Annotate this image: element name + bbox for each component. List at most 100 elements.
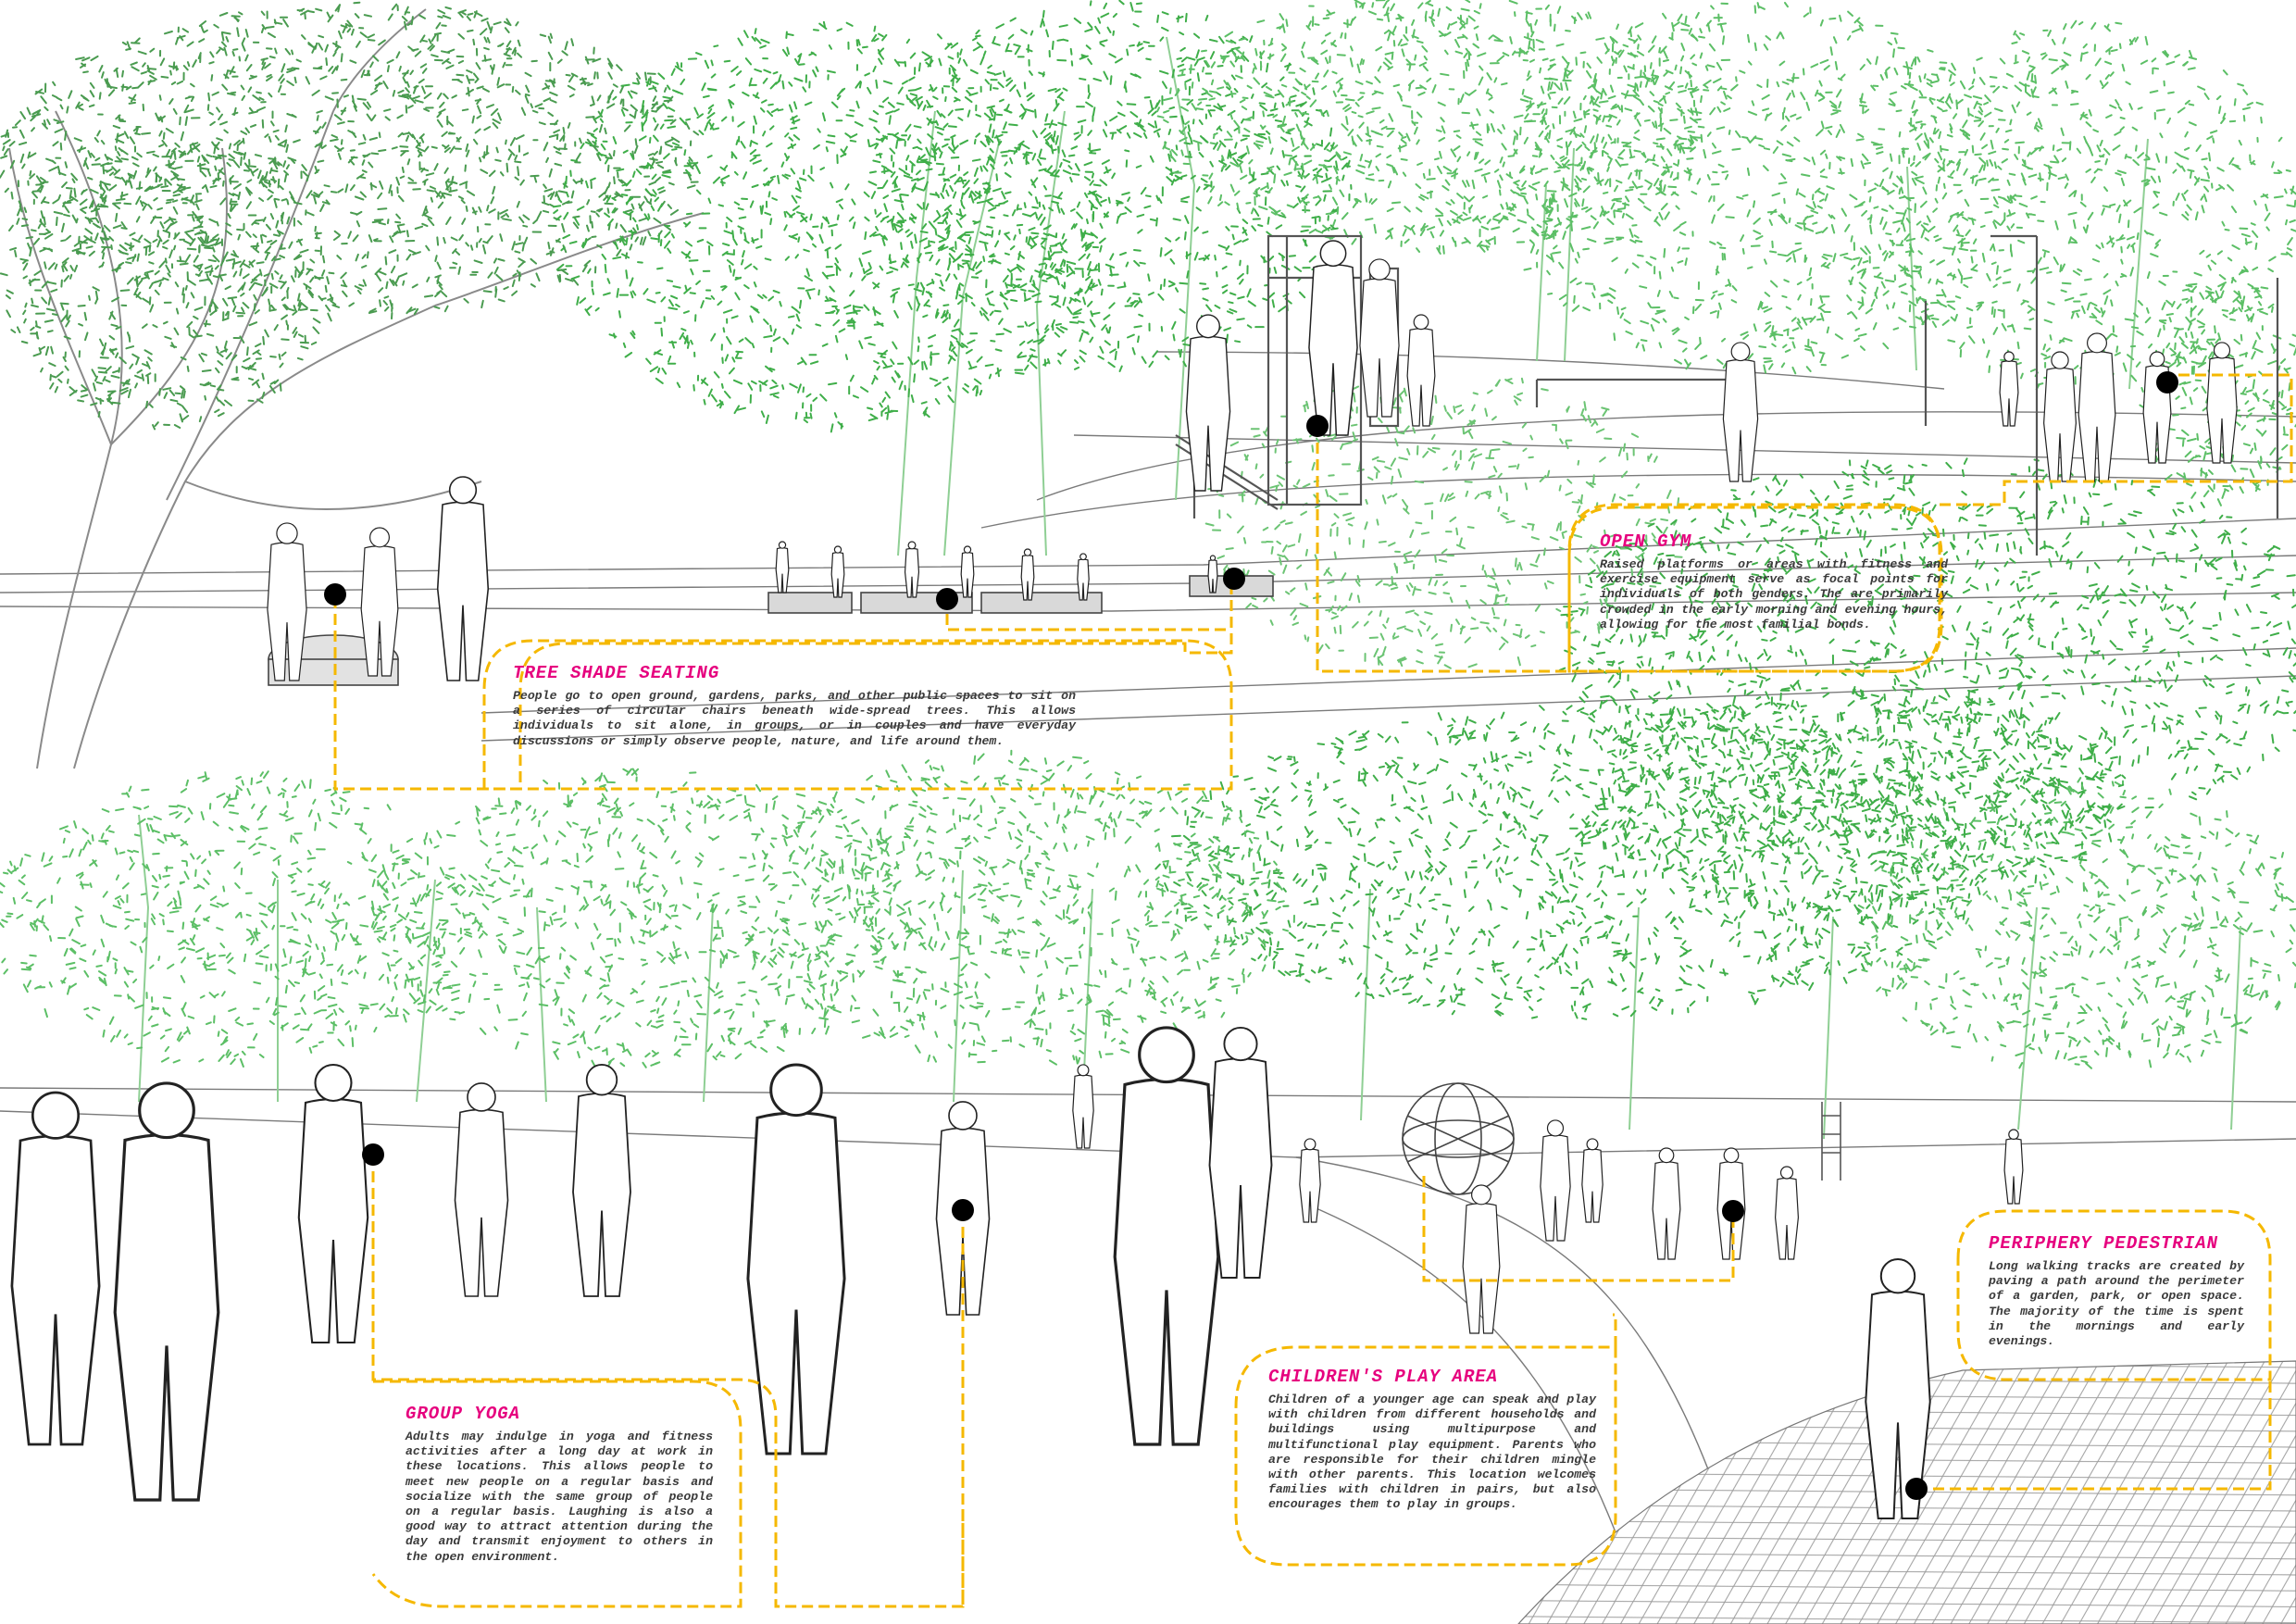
leaf-mark <box>944 95 947 103</box>
leaf-mark <box>852 221 856 230</box>
leaf-mark <box>731 230 735 239</box>
leaf-mark <box>224 285 231 291</box>
leaf-mark <box>466 190 476 196</box>
leaf-mark <box>671 148 678 151</box>
leaf-mark <box>1159 247 1163 257</box>
leaf-mark <box>1228 301 1234 305</box>
leaf-mark <box>611 206 617 214</box>
leaf-mark <box>1316 229 1324 234</box>
leaf-mark <box>170 81 177 85</box>
leaf-mark <box>1126 296 1131 303</box>
leaf-mark <box>69 386 77 394</box>
leaf-mark <box>162 320 168 325</box>
leaf-mark <box>463 297 469 304</box>
leaf-mark <box>229 66 235 75</box>
leaf-mark <box>667 125 677 129</box>
leaf-mark <box>760 410 766 418</box>
leaf-mark <box>620 194 629 196</box>
leaf-mark <box>703 94 710 98</box>
leaf-mark <box>1654 120 1658 130</box>
leaf-mark <box>297 302 303 311</box>
leaf-mark <box>1604 48 1610 55</box>
leaf-mark <box>1186 99 1193 106</box>
leaf-mark <box>1234 142 1238 149</box>
leaf-mark <box>1183 231 1187 241</box>
leaf-mark <box>1391 25 1397 33</box>
leaf-mark <box>1191 103 1197 111</box>
leaf-mark <box>917 257 920 264</box>
leaf-mark <box>150 215 156 224</box>
leaf-mark <box>917 62 921 72</box>
leaf-mark <box>951 328 961 332</box>
leaf-mark <box>279 247 286 250</box>
leaf-mark <box>794 187 802 193</box>
leaf-mark <box>193 315 199 320</box>
leaf-mark <box>434 255 438 262</box>
leaf-mark <box>399 175 406 180</box>
leaf-mark <box>130 61 138 66</box>
leaf-mark <box>1016 89 1021 98</box>
leaf-mark <box>1315 198 1322 206</box>
leaf-mark <box>1152 350 1159 358</box>
leaf-mark <box>1262 110 1266 118</box>
leaf-mark <box>224 399 232 406</box>
leaf-mark <box>87 177 94 181</box>
leaf-mark <box>1133 259 1141 267</box>
leaf-mark <box>923 181 929 191</box>
leaf-mark <box>985 290 994 296</box>
leaf-mark <box>922 104 927 111</box>
leaf-mark <box>1402 104 1412 108</box>
leaf-mark <box>104 154 109 161</box>
leaf-mark <box>924 251 933 255</box>
leaf-mark <box>281 314 288 320</box>
leaf-mark <box>976 42 984 49</box>
leaf-mark <box>61 181 68 188</box>
leaf-mark <box>43 246 53 251</box>
leaf-mark <box>1387 0 1391 2</box>
leaf-mark <box>120 389 129 395</box>
leaf-mark <box>293 201 303 206</box>
leaf-mark <box>1278 306 1287 313</box>
leaf-mark <box>444 6 452 10</box>
leaf-mark <box>777 108 784 112</box>
leaf-mark <box>406 306 413 315</box>
leaf-mark <box>655 292 661 294</box>
leaf-mark <box>515 242 524 245</box>
leaf-mark <box>1242 54 1250 62</box>
leaf-mark <box>1217 244 1227 249</box>
leaf-mark <box>612 95 618 101</box>
leaf-mark <box>137 81 144 89</box>
leaf-mark <box>1118 365 1123 372</box>
leaf-mark <box>417 147 426 153</box>
leaf-mark <box>1496 55 1505 63</box>
leaf-mark <box>337 188 344 194</box>
leaf-mark <box>893 108 900 113</box>
leaf-mark <box>1083 161 1093 167</box>
leaf-mark <box>1332 90 1337 97</box>
leaf-mark <box>435 21 442 30</box>
leaf-mark <box>1677 84 1684 88</box>
leaf-mark <box>1491 218 1502 222</box>
leaf-mark <box>103 224 111 232</box>
leaf-mark <box>921 51 930 57</box>
leaf-mark <box>1616 23 1619 31</box>
leaf-mark <box>330 191 338 194</box>
leaf-mark <box>1253 192 1261 197</box>
leaf-mark <box>429 185 436 190</box>
leaf-mark <box>644 71 647 81</box>
leaf-mark <box>654 351 664 356</box>
leaf-mark <box>1637 44 1640 50</box>
leaf-mark <box>1210 61 1217 69</box>
leaf-mark <box>1625 213 1634 220</box>
leaf-mark <box>815 66 819 72</box>
leaf-mark <box>1043 273 1054 278</box>
leaf-mark <box>616 248 622 257</box>
leaf-mark <box>497 257 505 262</box>
leaf-mark <box>1354 1 1358 8</box>
leaf-mark <box>384 256 388 266</box>
leaf-mark <box>304 12 306 20</box>
leaf-mark <box>172 206 179 215</box>
leaf-mark <box>237 140 244 146</box>
leaf-mark <box>82 96 90 102</box>
leaf-mark <box>940 113 946 119</box>
